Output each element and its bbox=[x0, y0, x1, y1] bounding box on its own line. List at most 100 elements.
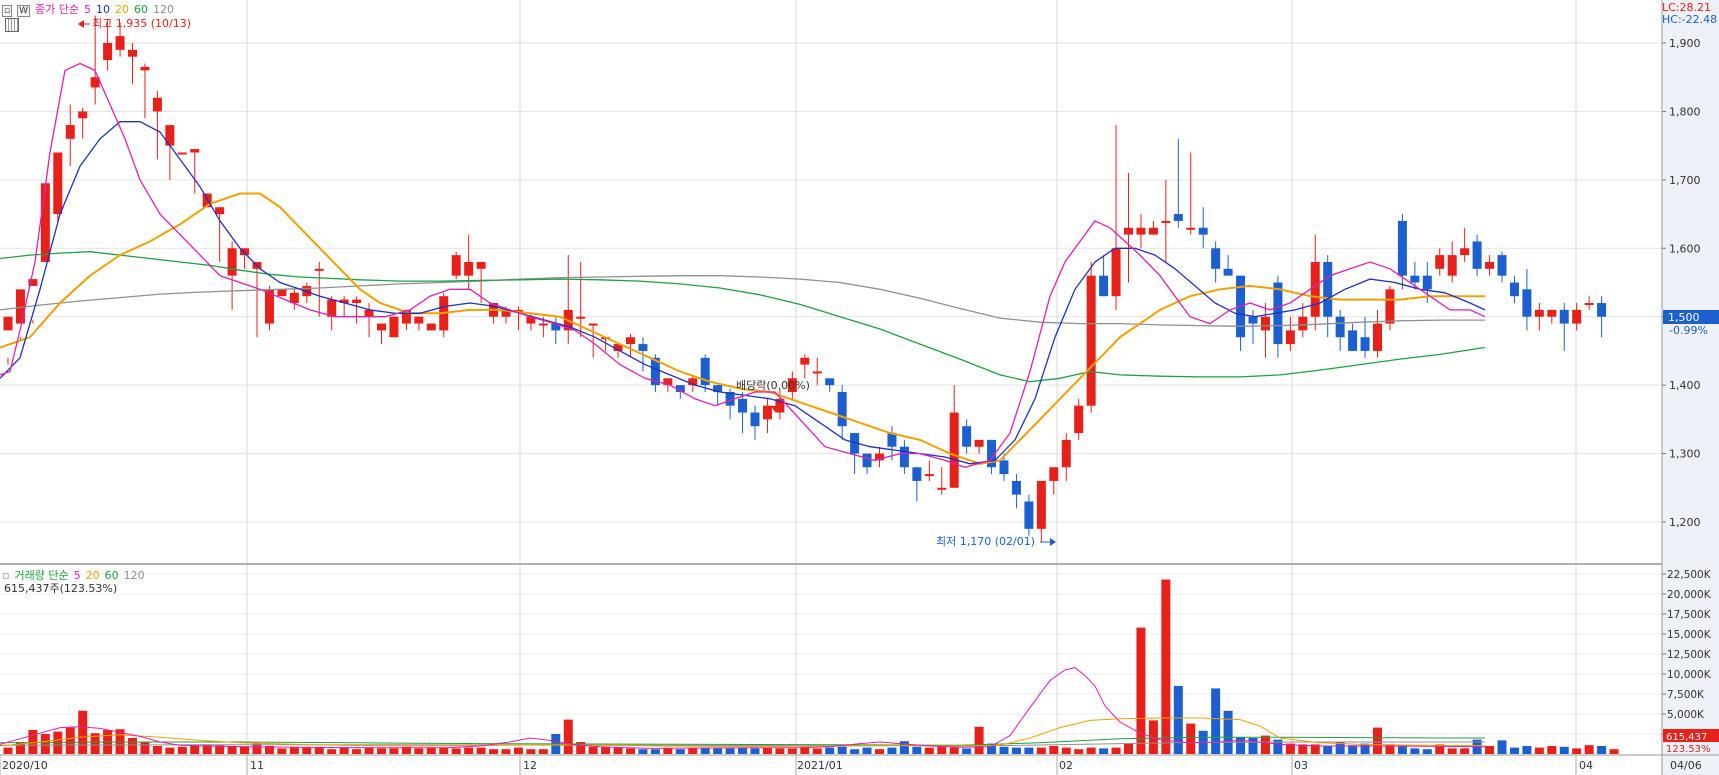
volume-bar bbox=[1460, 748, 1470, 754]
volume-bar bbox=[675, 749, 685, 754]
candle-body bbox=[613, 344, 623, 351]
volume-bar bbox=[1099, 748, 1109, 754]
volume-bar bbox=[1236, 737, 1246, 754]
collapse-icon[interactable]: ▫ bbox=[2, 5, 13, 17]
volume-bar bbox=[1422, 749, 1432, 754]
candle-body bbox=[202, 193, 212, 208]
volume-bar bbox=[837, 746, 847, 754]
candle-body bbox=[227, 248, 237, 276]
volume-bar bbox=[377, 748, 386, 754]
table-grid-icon[interactable] bbox=[5, 18, 19, 32]
candle-body bbox=[1161, 220, 1171, 223]
volume-bar bbox=[314, 747, 324, 754]
volume-bar bbox=[1049, 746, 1059, 754]
volume-tick-label: 22,500K bbox=[1667, 569, 1712, 581]
candle-body bbox=[327, 299, 337, 317]
vol-ma5-period[interactable]: 5 bbox=[73, 569, 81, 582]
volume-bar bbox=[501, 749, 511, 754]
volume-bar bbox=[1173, 686, 1183, 754]
ma20-line bbox=[0, 192, 1485, 465]
candle-body bbox=[1460, 248, 1470, 256]
candle-body bbox=[1572, 309, 1582, 324]
candle-body bbox=[775, 398, 785, 413]
candle-body bbox=[576, 316, 586, 319]
volume-bar bbox=[28, 730, 38, 754]
candle-body bbox=[1061, 439, 1071, 468]
volume-bar bbox=[601, 746, 611, 754]
candle-body bbox=[1173, 214, 1183, 221]
candle-body bbox=[1086, 275, 1096, 406]
price-tick-label: 1,200 bbox=[1669, 516, 1701, 529]
ma10-period[interactable]: 10 bbox=[96, 3, 110, 16]
x-tick-label: 04 bbox=[1579, 759, 1593, 772]
x-tick-label: 04/06 bbox=[1670, 759, 1702, 772]
candle-body bbox=[1335, 316, 1345, 338]
price-legend-title: 종가 단순 bbox=[35, 3, 79, 16]
volume-bar bbox=[1074, 749, 1084, 754]
ma120-period[interactable]: 120 bbox=[153, 3, 174, 16]
candle-body bbox=[675, 385, 685, 392]
candle-body bbox=[650, 357, 660, 386]
candle-body bbox=[28, 279, 38, 286]
volume-bar bbox=[1248, 738, 1258, 754]
candle-body bbox=[1435, 255, 1445, 269]
grid-lines bbox=[0, 0, 1662, 755]
volume-bar bbox=[227, 746, 237, 754]
volume-bar bbox=[775, 748, 785, 754]
candle-body bbox=[1385, 289, 1395, 324]
candle-body bbox=[1036, 480, 1046, 529]
vol-ma120-period[interactable]: 120 bbox=[123, 569, 145, 582]
candle-body bbox=[974, 439, 984, 447]
candle-body bbox=[1422, 275, 1432, 290]
candle-body bbox=[3, 316, 13, 331]
candle-body bbox=[1260, 316, 1270, 331]
low-label: 최저 1,170 (02/01) bbox=[936, 535, 1035, 548]
volume-bar bbox=[663, 748, 673, 754]
candle-body bbox=[937, 487, 947, 490]
weekly-toggle-button[interactable]: W bbox=[17, 5, 31, 17]
volume-bar bbox=[999, 746, 1009, 754]
candle-body bbox=[1298, 316, 1308, 331]
volume-collapse-icon[interactable]: ▫ bbox=[2, 569, 10, 582]
volume-bar bbox=[787, 748, 797, 754]
volume-bar bbox=[1310, 744, 1320, 754]
candle-body bbox=[40, 183, 50, 262]
dividend-marker-icon bbox=[771, 406, 779, 412]
volume-bar bbox=[128, 738, 137, 754]
volume-tick-label: 5,000K bbox=[1667, 709, 1705, 721]
volume-bar bbox=[327, 749, 337, 754]
candle-body bbox=[464, 261, 474, 276]
volume-bar bbox=[987, 743, 997, 754]
volume-bar bbox=[949, 747, 959, 754]
candle-body bbox=[1136, 227, 1146, 235]
candle-body bbox=[526, 316, 536, 324]
candle-body bbox=[264, 289, 274, 324]
volume-bar bbox=[1410, 748, 1420, 754]
volume-bar bbox=[78, 710, 88, 754]
vol-ma20-period[interactable]: 20 bbox=[85, 569, 100, 582]
candle-body bbox=[825, 378, 835, 386]
ma20-period[interactable]: 20 bbox=[115, 3, 129, 16]
candle-body bbox=[1024, 501, 1034, 529]
candle-body bbox=[128, 49, 137, 57]
candle-body bbox=[1373, 323, 1382, 351]
volume-bar bbox=[899, 741, 909, 754]
x-tick-label: 2020/10 bbox=[2, 759, 48, 772]
ma5-period[interactable]: 5 bbox=[84, 3, 91, 16]
candle-body bbox=[538, 323, 548, 326]
candle-body bbox=[401, 309, 411, 324]
vol-ma60-period[interactable]: 60 bbox=[104, 569, 119, 582]
candle-body bbox=[812, 371, 822, 374]
candle-body bbox=[451, 255, 461, 276]
candle-body bbox=[1211, 248, 1221, 269]
price-tick-label: 1,600 bbox=[1669, 242, 1701, 255]
volume-tick-label: 20,000K bbox=[1667, 589, 1712, 601]
ma60-period[interactable]: 60 bbox=[134, 3, 148, 16]
volume-bar bbox=[1061, 747, 1071, 754]
volume-bar bbox=[15, 742, 25, 754]
volume-bar bbox=[464, 747, 474, 754]
volume-bar bbox=[1298, 744, 1308, 754]
volume-bar bbox=[1211, 688, 1221, 754]
volume-tick-label: 17,500K bbox=[1667, 609, 1712, 621]
